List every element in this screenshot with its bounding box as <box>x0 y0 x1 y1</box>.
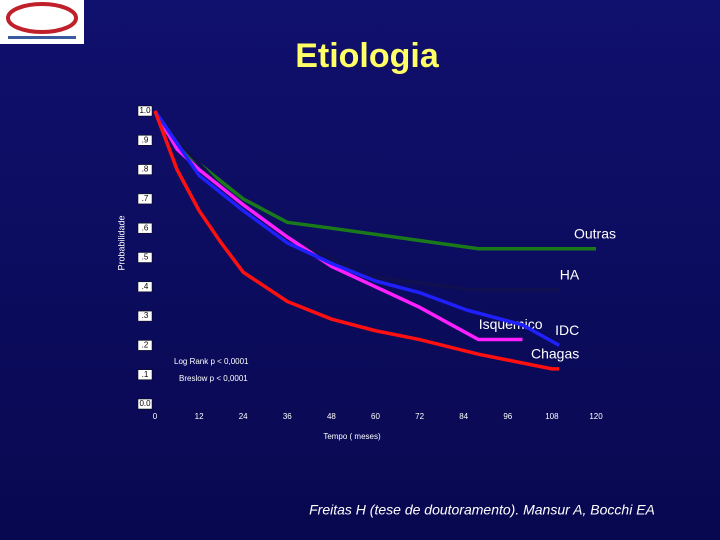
y-tick-box <box>137 369 153 380</box>
y-tick-label: .5 <box>142 253 149 262</box>
y-tick-box <box>137 164 153 175</box>
chart-title: Etiologia <box>295 37 440 75</box>
annotation: Breslow p < 0,0001 <box>179 374 248 383</box>
y-tick-box <box>137 398 153 410</box>
y-tick-box <box>137 135 153 146</box>
x-tick-label: 108 <box>545 412 559 421</box>
x-tick-label: 0 <box>153 412 158 421</box>
x-tick-label: 12 <box>195 412 204 421</box>
y-tick-box <box>137 340 153 351</box>
y-tick-label: .3 <box>142 311 149 320</box>
series-label: Outras <box>574 225 616 241</box>
y-tick-box <box>137 281 153 293</box>
x-tick-label: 24 <box>239 412 248 421</box>
x-tick-label: 96 <box>503 412 512 421</box>
survival-curve <box>153 110 561 347</box>
y-tick-box <box>137 222 153 234</box>
x-tick-label: 36 <box>283 412 292 421</box>
y-tick-label: .9 <box>142 135 149 144</box>
y-tick-box <box>137 252 153 263</box>
x-tick-label: 84 <box>459 412 468 421</box>
y-tick-label: .7 <box>142 194 149 203</box>
series-label: Chagas <box>531 346 579 362</box>
y-tick-box <box>137 193 153 205</box>
series-label: IDC <box>555 322 579 338</box>
y-tick-box <box>137 310 153 322</box>
x-axis-label: Tempo ( meses) <box>323 432 381 441</box>
y-tick-label: .8 <box>142 165 149 174</box>
x-tick-label: 120 <box>589 412 603 421</box>
annotation: Log Rank p < 0,0001 <box>174 357 249 366</box>
logo <box>0 0 84 44</box>
y-tick-label: .4 <box>142 282 149 291</box>
survival-curve <box>153 109 560 292</box>
y-axis-label: Probabilidade <box>116 215 126 270</box>
x-tick-label: 60 <box>371 412 380 421</box>
y-tick-label: 0.0 <box>139 399 151 408</box>
series-label: HA <box>560 266 580 282</box>
x-tick-label: 72 <box>415 412 424 421</box>
y-tick-label: 1.0 <box>139 106 151 115</box>
y-tick-label: .1 <box>142 370 149 379</box>
y-tick-label: .6 <box>142 223 149 232</box>
survival-curve <box>153 110 560 371</box>
y-tick-box <box>137 105 153 117</box>
source: Freitas H (tese de doutoramento). Mansur… <box>309 502 655 518</box>
x-tick-label: 48 <box>327 412 336 421</box>
y-tick-label: .2 <box>142 341 149 350</box>
